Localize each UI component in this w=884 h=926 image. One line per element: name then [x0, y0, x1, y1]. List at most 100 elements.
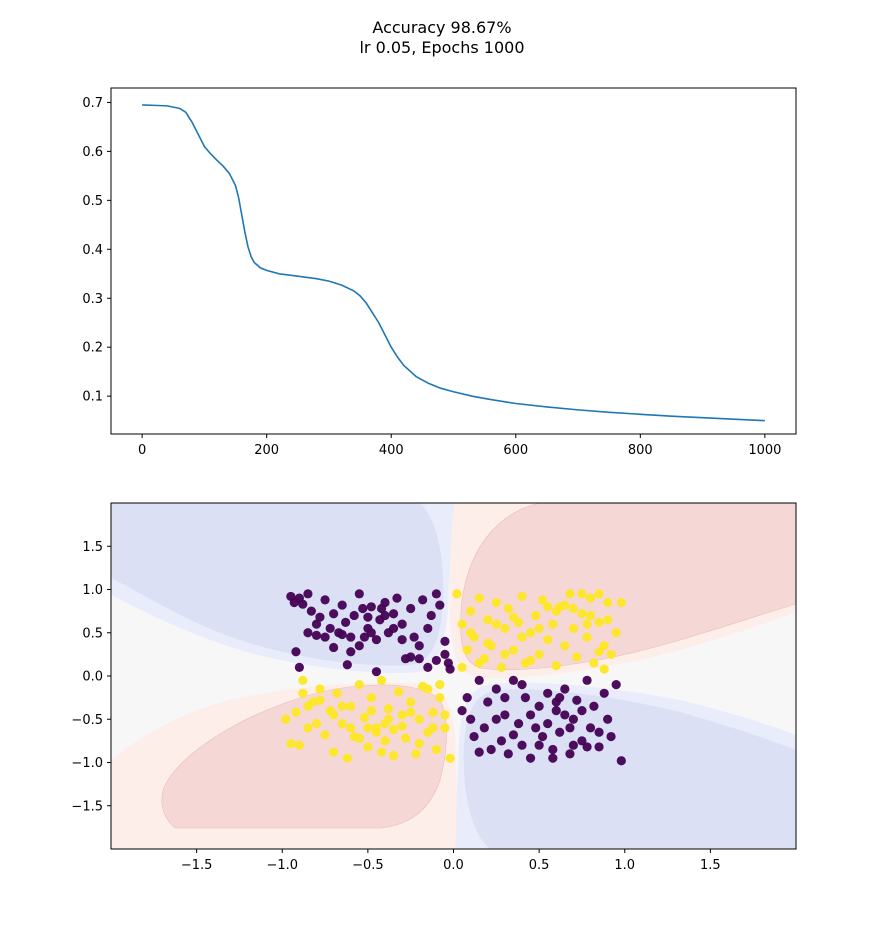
- scatter-point-class0: [611, 680, 621, 690]
- scatter-point-class0: [469, 731, 479, 742]
- loss-xtick-label: 800: [628, 443, 653, 458]
- contour-blue-strong-bottomright: [463, 689, 796, 849]
- scatter-point-class1: [466, 606, 476, 616]
- scatter-point-class0: [537, 731, 548, 742]
- scatter-point-class0: [376, 603, 387, 614]
- scatter-point-class1: [315, 684, 325, 694]
- scatter-point-class0: [392, 593, 402, 603]
- scatter-point-class0: [346, 647, 356, 657]
- scatter-point-class1: [435, 680, 445, 690]
- scatter-point-class1: [543, 602, 553, 612]
- scatter-point-class1: [359, 712, 370, 723]
- scatter-point-class0: [568, 714, 578, 724]
- scatter-point-class0: [560, 684, 570, 694]
- scatter-point-class0: [508, 675, 519, 685]
- scatter-point-class1: [435, 693, 445, 703]
- decision-ytick-label: −0.5: [71, 713, 103, 728]
- scatter-point-class1: [400, 733, 411, 743]
- scatter-point-class1: [457, 619, 467, 629]
- scatter-point-class0: [582, 675, 592, 685]
- scatter-point-class0: [517, 680, 527, 690]
- scatter-point-class0: [329, 609, 339, 619]
- scatter-point-class1: [363, 742, 373, 752]
- scatter-point-class0: [560, 710, 570, 720]
- scatter-point-class0: [354, 589, 364, 599]
- scatter-point-class1: [500, 623, 510, 634]
- scatter-point-class0: [474, 675, 484, 685]
- scatter-point-class1: [496, 662, 507, 672]
- decision-xtick-label: 1.0: [614, 858, 635, 873]
- figure-title-line2: lr 0.05, Epochs 1000: [359, 38, 524, 57]
- scatter-point-class1: [411, 749, 421, 759]
- scatter-point-class0: [466, 714, 476, 724]
- scatter-point-class0: [329, 642, 339, 653]
- scatter-point-class1: [525, 655, 536, 666]
- loss-xtick-label: 1000: [748, 443, 781, 458]
- scatter-point-class1: [346, 723, 356, 733]
- scatter-point-class1: [568, 623, 578, 634]
- scatter-point-class1: [551, 606, 561, 616]
- scatter-point-class0: [371, 635, 382, 645]
- scatter-point-class0: [534, 740, 544, 750]
- scatter-point-class1: [428, 707, 438, 717]
- scatter-point-class0: [358, 603, 368, 614]
- scatter-point-class1: [606, 649, 616, 659]
- scatter-point-class1: [599, 641, 609, 651]
- scatter-point-class1: [337, 718, 347, 729]
- scatter-point-class1: [474, 658, 484, 668]
- scatter-point-class1: [603, 597, 613, 608]
- scatter-point-class1: [565, 589, 575, 599]
- scatter-point-class0: [388, 609, 399, 619]
- scatter-point-class0: [366, 628, 376, 638]
- scatter-point-class1: [585, 610, 596, 621]
- scatter-point-class0: [548, 753, 558, 763]
- scatter-point-class0: [346, 632, 356, 642]
- scatter-point-class1: [594, 589, 604, 599]
- scatter-point-class1: [298, 688, 308, 698]
- scatter-point-class1: [342, 753, 352, 763]
- scatter-point-class1: [332, 688, 342, 698]
- scatter-point-class1: [329, 710, 339, 720]
- scatter-point-class1: [551, 661, 561, 671]
- scatter-point-class1: [311, 718, 322, 729]
- scatter-point-class0: [418, 595, 428, 605]
- decision-ytick-label: 0.0: [82, 670, 103, 685]
- scatter-point-class1: [366, 706, 376, 716]
- scatter-point-class0: [291, 647, 301, 657]
- figure-title-line1: Accuracy 98.67%: [372, 18, 511, 37]
- scatter-point-class1: [508, 645, 519, 655]
- scatter-point-class1: [329, 747, 339, 757]
- scatter-point-class0: [303, 628, 313, 638]
- scatter-point-class1: [594, 617, 604, 627]
- scatter-point-class0: [431, 655, 441, 666]
- scatter-point-class1: [354, 733, 364, 743]
- scatter-point-class1: [303, 701, 313, 711]
- scatter-point-class1: [320, 730, 330, 740]
- scatter-point-class0: [520, 693, 531, 703]
- decision-ytick-label: −1.0: [71, 756, 103, 771]
- scatter-point-class1: [503, 603, 513, 614]
- decision-plot-frame: [110, 502, 797, 850]
- scatter-point-class0: [491, 684, 501, 694]
- scatter-point-class0: [303, 589, 313, 599]
- scatter-point-class1: [394, 686, 404, 697]
- scatter-point-class0: [426, 610, 436, 621]
- scatter-point-class1: [534, 623, 544, 634]
- loss-ytick-label: 0.3: [82, 292, 103, 307]
- scatter-point-class1: [560, 600, 570, 610]
- scatter-point-class1: [582, 619, 592, 629]
- scatter-point-class0: [366, 602, 376, 612]
- scatter-point-class1: [572, 652, 582, 662]
- scatter-point-class1: [599, 664, 609, 674]
- scatter-point-class0: [568, 740, 578, 750]
- scatter-point-class1: [294, 740, 304, 750]
- scatter-point-class0: [577, 706, 587, 716]
- scatter-point-class0: [311, 619, 322, 629]
- scatter-point-class1: [383, 704, 394, 714]
- scatter-point-class1: [517, 591, 527, 602]
- scatter-point-class1: [466, 628, 476, 638]
- loss-plot-area: [111, 88, 796, 434]
- scatter-point-class1: [568, 603, 578, 614]
- scatter-point-class1: [452, 589, 462, 599]
- decision-xtick-label: −1.0: [266, 858, 298, 873]
